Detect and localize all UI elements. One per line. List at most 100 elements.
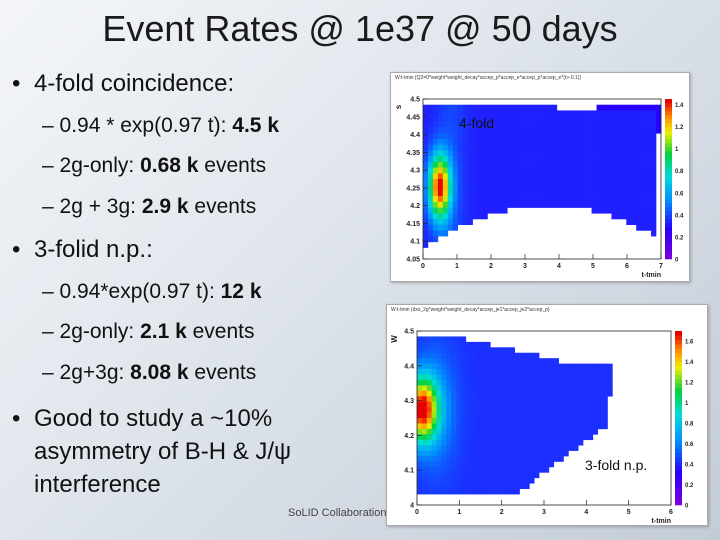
heatmap-cell xyxy=(522,179,528,186)
heatmap-cell xyxy=(522,121,528,128)
heatmap-cell xyxy=(641,116,647,123)
heatmap-cell xyxy=(436,358,442,364)
y-tick-label: 4.15 xyxy=(406,221,420,228)
heatmap-cell xyxy=(529,374,535,381)
heatmap-cell xyxy=(441,412,447,419)
heatmap-cell xyxy=(606,201,612,208)
heatmap-cell xyxy=(539,363,545,370)
heatmap-cell xyxy=(417,401,423,408)
x-tick-label: 5 xyxy=(627,509,631,516)
heatmap-cell xyxy=(451,390,457,397)
heatmap-cell xyxy=(431,466,437,473)
heatmap-cell xyxy=(492,127,498,134)
heatmap-cell xyxy=(504,461,511,468)
color-bar-segment xyxy=(665,247,672,252)
heatmap-cell xyxy=(512,184,518,191)
heatmap-cell xyxy=(507,190,513,197)
heatmap-cell xyxy=(426,439,432,446)
heatmap-cell xyxy=(457,161,463,168)
heatmap-cell xyxy=(636,110,642,117)
color-bar-segment xyxy=(665,183,672,188)
heatmap-cell xyxy=(553,412,559,419)
heatmap-cell xyxy=(451,407,457,413)
heatmap-cell xyxy=(497,127,503,134)
heatmap-cell xyxy=(578,418,584,424)
heatmap-cell xyxy=(432,179,439,186)
heatmap-cell xyxy=(460,341,467,348)
heatmap-cell xyxy=(504,456,511,462)
heatmap-cell xyxy=(646,190,652,197)
heatmap-cell xyxy=(602,423,608,430)
heatmap-cell xyxy=(641,161,647,168)
heatmap-cell xyxy=(500,483,506,489)
heatmap-cell xyxy=(467,144,473,151)
heatmap-cell xyxy=(532,133,538,140)
heatmap-cell xyxy=(616,127,622,134)
heatmap-cell xyxy=(480,445,486,451)
heatmap-cell xyxy=(507,167,513,174)
heatmap-cell xyxy=(514,396,520,402)
heatmap-cell xyxy=(566,116,573,123)
heatmap-cell xyxy=(442,161,449,168)
heatmap-cell xyxy=(475,445,481,451)
heatmap-cell xyxy=(497,133,503,140)
heatmap-cell xyxy=(651,196,657,203)
heatmap-cell xyxy=(578,363,584,370)
heatmap-cell xyxy=(561,201,568,208)
heatmap-cell xyxy=(641,201,647,208)
heatmap-cell xyxy=(611,213,617,220)
heatmap-cell xyxy=(442,144,449,151)
heatmap-cell xyxy=(485,450,491,457)
heatmap-cell xyxy=(548,407,555,413)
color-bar-segment xyxy=(665,215,672,220)
heatmap-cell xyxy=(465,352,472,359)
bullet-4fold: • 4-fold coincidence: xyxy=(12,70,235,97)
heatmap-cell xyxy=(597,390,603,397)
y-tick-label: 4.1 xyxy=(404,468,414,475)
heatmap-cell xyxy=(477,127,483,134)
heatmap-cell xyxy=(504,439,511,446)
heatmap-cell xyxy=(591,207,597,214)
heatmap-cell xyxy=(519,418,525,424)
heatmap-cell xyxy=(581,184,587,191)
heatmap-cell xyxy=(460,358,467,364)
heatmap-cell xyxy=(578,439,584,446)
heatmap-cell xyxy=(423,139,429,146)
heatmap-cell xyxy=(514,483,520,489)
color-bar-segment xyxy=(675,361,682,367)
heatmap-cell xyxy=(477,156,483,163)
heatmap-cell xyxy=(651,116,657,123)
heatmap-cell xyxy=(558,445,564,451)
heatmap-cell xyxy=(465,358,472,364)
bullet-asymmetry-line-3: interference xyxy=(34,471,161,498)
heatmap-cell xyxy=(553,363,559,370)
heatmap-cell xyxy=(421,352,428,359)
heatmap-cell xyxy=(606,144,612,151)
heatmap-cell xyxy=(485,434,491,441)
heatmap-cell xyxy=(651,224,657,231)
heatmap-cell xyxy=(636,219,642,226)
heatmap-cell xyxy=(487,127,493,134)
heatmap-cell xyxy=(451,336,457,343)
heatmap-cell xyxy=(592,407,599,413)
heatmap-cell xyxy=(460,488,467,495)
heatmap-cell xyxy=(423,230,429,237)
heatmap-cell xyxy=(500,412,506,419)
heatmap-cell xyxy=(651,150,657,157)
heatmap-cell xyxy=(477,144,483,151)
heatmap-cell xyxy=(467,161,473,168)
heatmap-cell xyxy=(601,150,607,157)
heatmap-cell xyxy=(509,418,515,424)
heatmap-cell xyxy=(423,241,429,248)
heatmap-cell xyxy=(512,150,518,157)
heatmap-cell xyxy=(426,352,432,359)
color-bar-segment xyxy=(665,163,672,168)
heatmap-cell xyxy=(596,110,602,117)
heatmap-cell xyxy=(539,390,545,397)
heatmap-cell xyxy=(432,236,439,243)
heatmap-cell xyxy=(601,184,607,191)
heatmap-cell xyxy=(482,116,488,123)
heatmap-cell xyxy=(558,439,564,446)
heatmap-cell xyxy=(566,161,573,168)
heatmap-cell xyxy=(436,439,442,446)
